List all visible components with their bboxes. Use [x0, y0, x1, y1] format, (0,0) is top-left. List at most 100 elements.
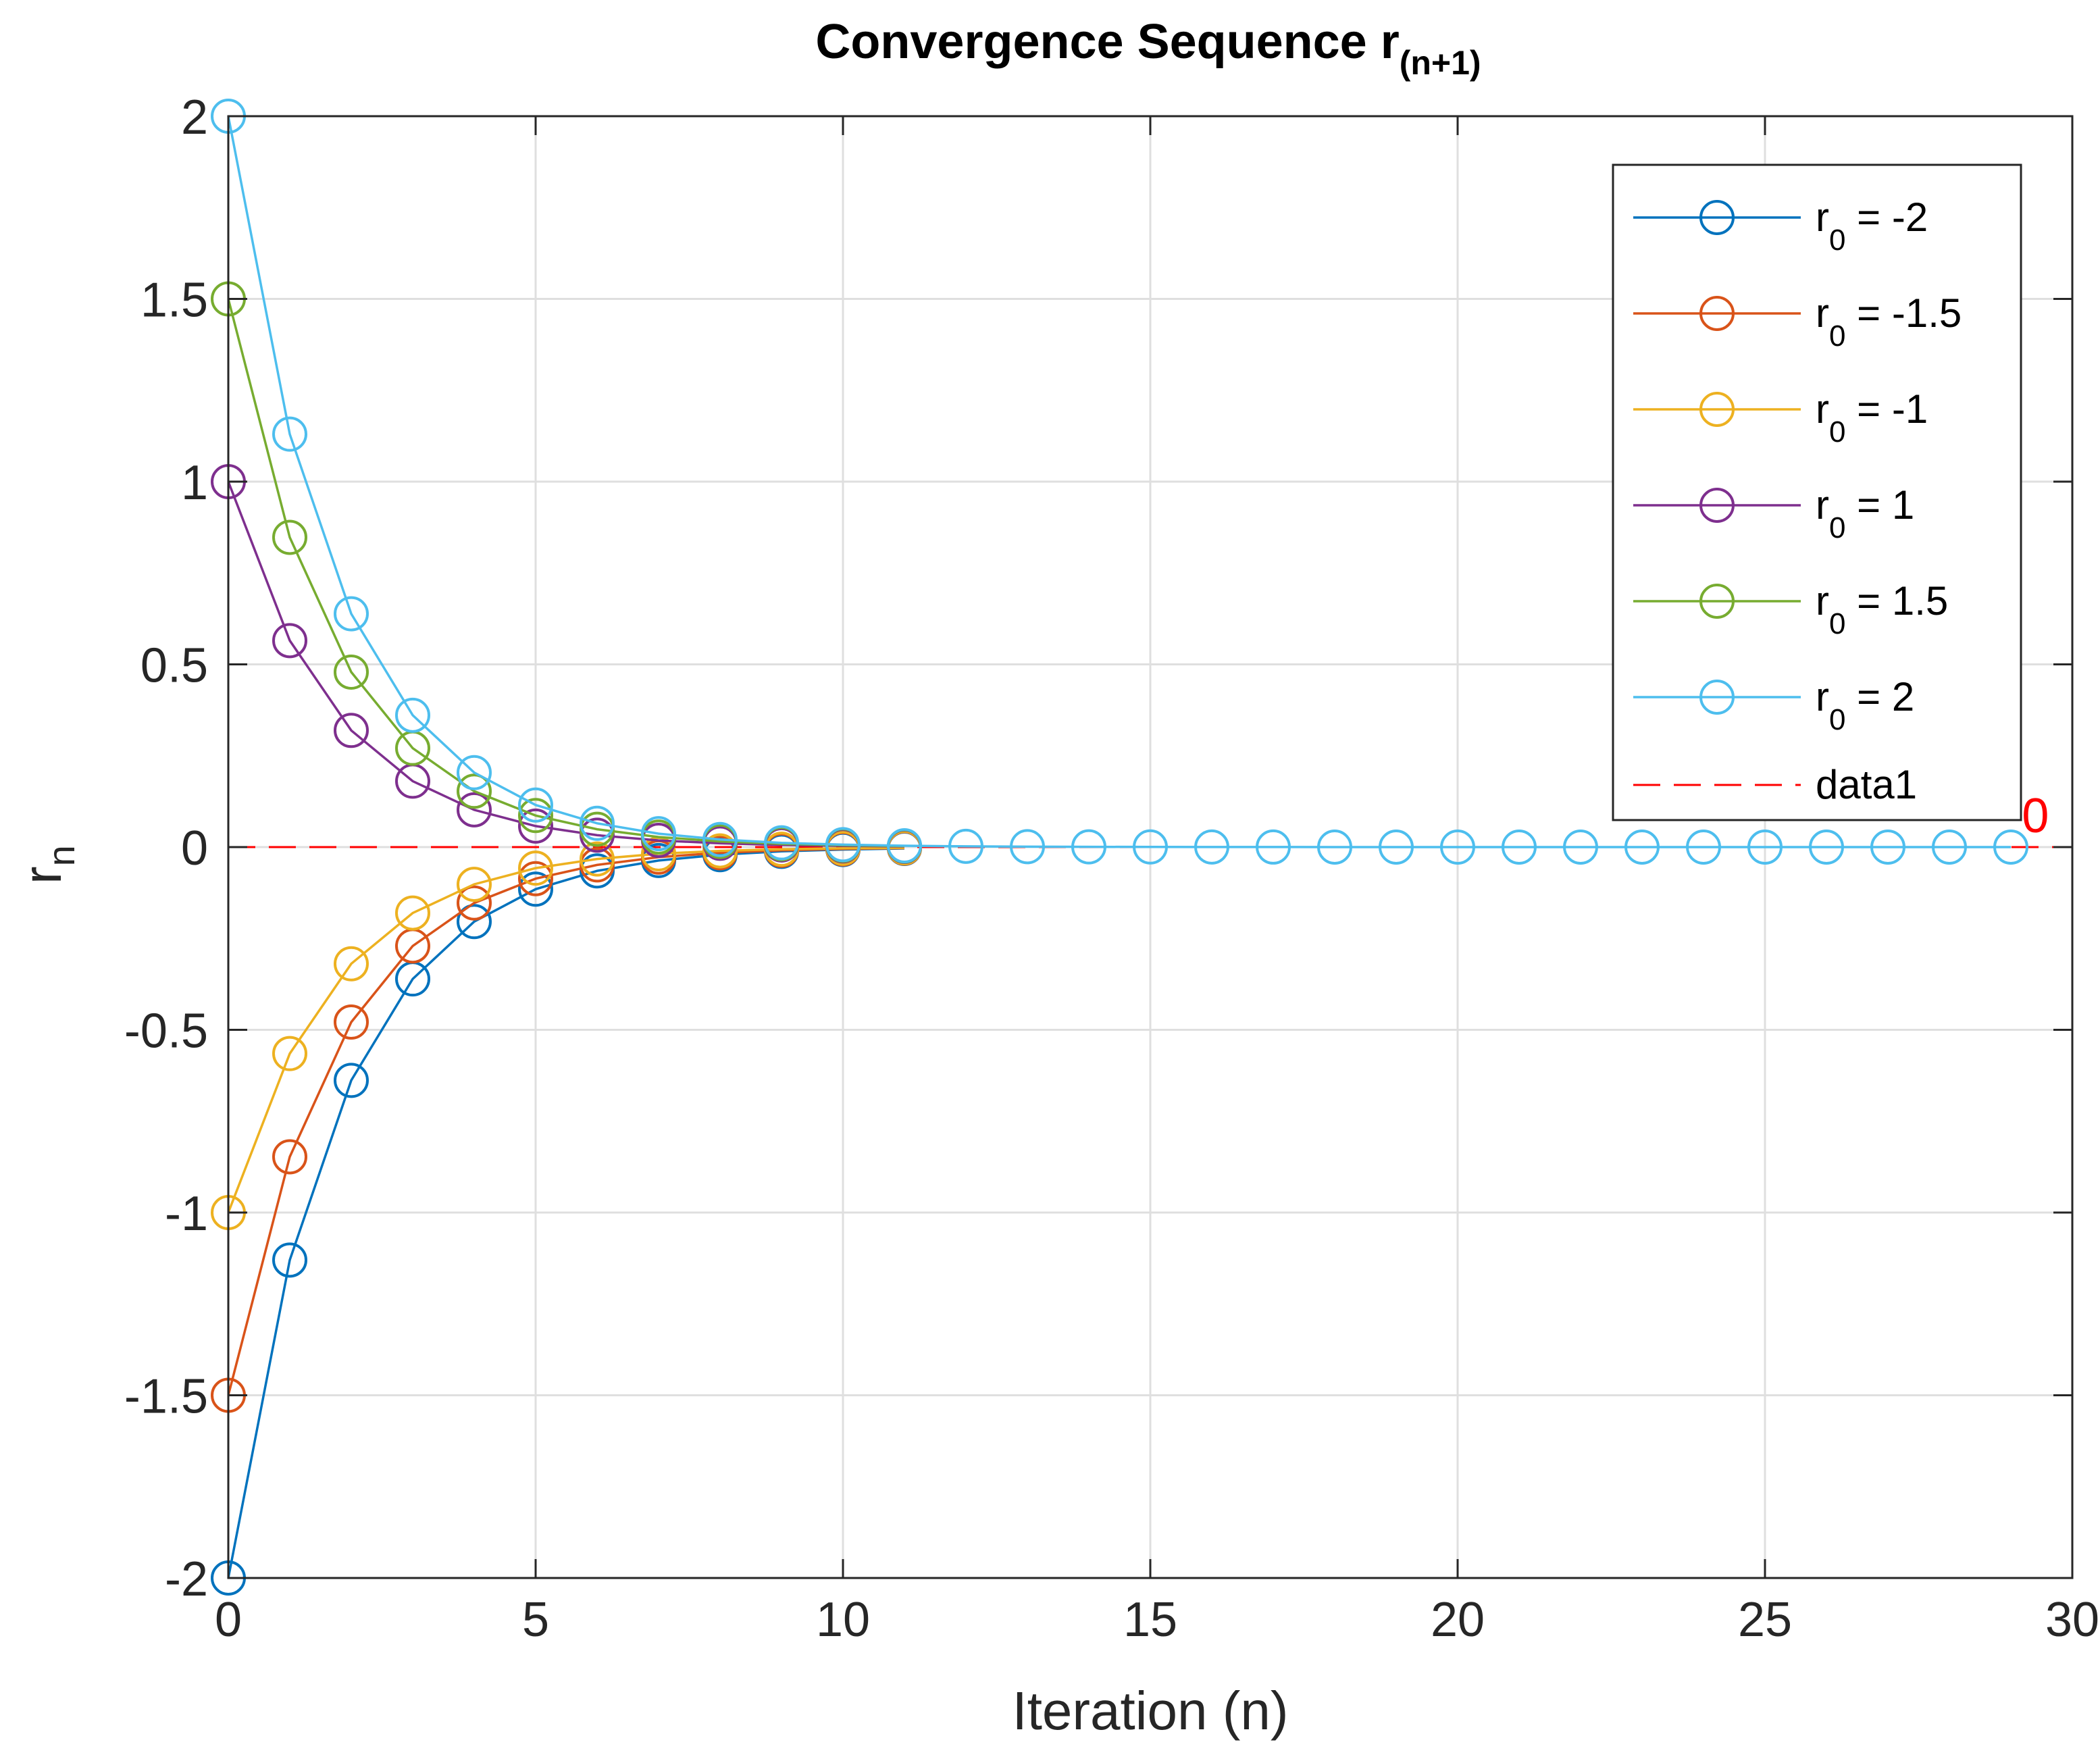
data-point: [518, 787, 553, 823]
data-point: [272, 1036, 307, 1071]
data-point: [334, 713, 369, 748]
legend-label: r0 = 2: [1816, 674, 1914, 736]
legend-item: r0 = -2: [1633, 195, 1928, 257]
legend-label-prefix: r: [1816, 386, 1829, 432]
x-tick-label: 15: [1123, 1593, 1177, 1647]
data-point: [457, 755, 492, 790]
data-point: [334, 946, 369, 982]
ticks: 0 5 10 15 20 25 30 -2 -1.5 -1 -0.5 0 0.5 1 1.5 2: [124, 91, 2099, 1647]
data-point: [457, 885, 492, 921]
data-point: [1624, 829, 1660, 865]
data-point: [1747, 829, 1783, 865]
legend-item: r0 = 1.5: [1633, 578, 1948, 640]
data-point: [457, 773, 492, 809]
data-point: [518, 808, 553, 844]
legend-label-subscript: 0: [1829, 511, 1845, 544]
data-point: [1194, 829, 1229, 865]
x-axis-label: Iteration (n): [1012, 1681, 1288, 1741]
data-point: [825, 827, 861, 863]
data-point: [1440, 829, 1475, 865]
y-tick-label: 0.5: [140, 639, 208, 693]
data-point: [518, 798, 553, 834]
y-axis-label: rn: [12, 845, 82, 884]
x-tick-label: 0: [215, 1593, 242, 1647]
legend-label-prefix: r: [1816, 195, 1829, 240]
x-tick-label: 25: [1738, 1593, 1792, 1647]
legend-label-suffix: = 1: [1845, 482, 1914, 528]
legend-label-subscript: 0: [1829, 320, 1845, 353]
data-point: [457, 904, 492, 940]
data-point: [334, 596, 369, 632]
y-axis-label-subscript: n: [40, 845, 82, 866]
data-point: [641, 816, 676, 852]
legend-swatch-marker: [1699, 392, 1735, 427]
y-tick-label: -2: [165, 1552, 208, 1606]
legend-swatch-marker: [1699, 200, 1735, 235]
data-point: [1502, 829, 1537, 865]
data-point: [272, 623, 307, 659]
data-point: [395, 895, 430, 931]
legend-swatch-marker: [1699, 584, 1735, 619]
x-tick-label: 10: [816, 1593, 870, 1647]
legend-label-subscript: 0: [1829, 224, 1845, 257]
y-tick-label: 0: [181, 821, 208, 875]
data-point: [457, 792, 492, 827]
legend-label-suffix: = -1.5: [1845, 290, 1962, 336]
data-point: [1317, 829, 1352, 865]
chart-title-subscript: (n+1): [1400, 44, 1481, 82]
y-axis-label-main: r: [12, 866, 72, 884]
legend-label-suffix: = -1: [1845, 386, 1928, 432]
legend-label: r0 = -2: [1816, 195, 1928, 257]
legend-item: r0 = 1: [1633, 482, 1914, 544]
data-point: [764, 825, 799, 861]
data-point: [580, 841, 615, 877]
y-tick-label: 1: [181, 456, 208, 510]
series-line: [227, 116, 2011, 848]
data-point: [702, 833, 738, 869]
series-layer: [211, 99, 2028, 1596]
legend-swatch-marker: [1699, 296, 1735, 331]
data-point: [1010, 829, 1045, 865]
data-point: [272, 1242, 307, 1278]
legend-item: r0 = -1.5: [1633, 290, 1962, 353]
data-point: [948, 828, 983, 864]
x-tick-label: 30: [2045, 1593, 2099, 1647]
legend-item: r0 = 2: [1633, 674, 1914, 736]
legend-label-subscript: 0: [1829, 607, 1845, 640]
legend-label-prefix: r: [1816, 482, 1829, 528]
series-r0-2: [211, 99, 2028, 865]
x-tick-label: 5: [522, 1593, 549, 1647]
legend-label-prefix: r: [1816, 674, 1829, 719]
data-point: [1563, 829, 1598, 865]
legend-item: r0 = -1: [1633, 386, 1928, 449]
data-point: [457, 867, 492, 902]
y-tick-label: 1.5: [140, 274, 208, 328]
y-tick-label: -1.5: [124, 1370, 208, 1424]
legend-label: r0 = 1.5: [1816, 578, 1948, 640]
legend-swatch-marker: [1699, 680, 1735, 715]
legend-item-reference: data1: [1633, 762, 1917, 807]
data-point: [887, 827, 922, 863]
data-point: [272, 416, 307, 452]
data-point: [702, 821, 738, 857]
data-point: [395, 697, 430, 733]
data-point: [1809, 829, 1844, 865]
data-point: [1686, 829, 1721, 865]
data-point: [1256, 829, 1291, 865]
legend-label-suffix: = 2: [1845, 674, 1914, 719]
y-tick-label: -1: [165, 1187, 208, 1241]
data-point: [1932, 829, 1967, 865]
series-line: [227, 846, 905, 1213]
data-point: [272, 519, 307, 555]
data-point: [518, 850, 553, 886]
legend-label: r0 = 1: [1816, 482, 1914, 544]
data-point: [518, 871, 553, 907]
legend-items: r0 = -2r0 = -1.5r0 = -1r0 = 1r0 = 1.5r0 …: [1633, 195, 1962, 807]
legend-label-suffix: = 1.5: [1845, 578, 1948, 623]
legend-label: data1: [1816, 762, 1917, 807]
y-tick-label: -0.5: [124, 1004, 208, 1059]
data-point: [1379, 829, 1414, 865]
data-point: [1993, 829, 2028, 865]
legend-label-prefix: r: [1816, 578, 1829, 623]
data-point: [334, 1063, 369, 1098]
